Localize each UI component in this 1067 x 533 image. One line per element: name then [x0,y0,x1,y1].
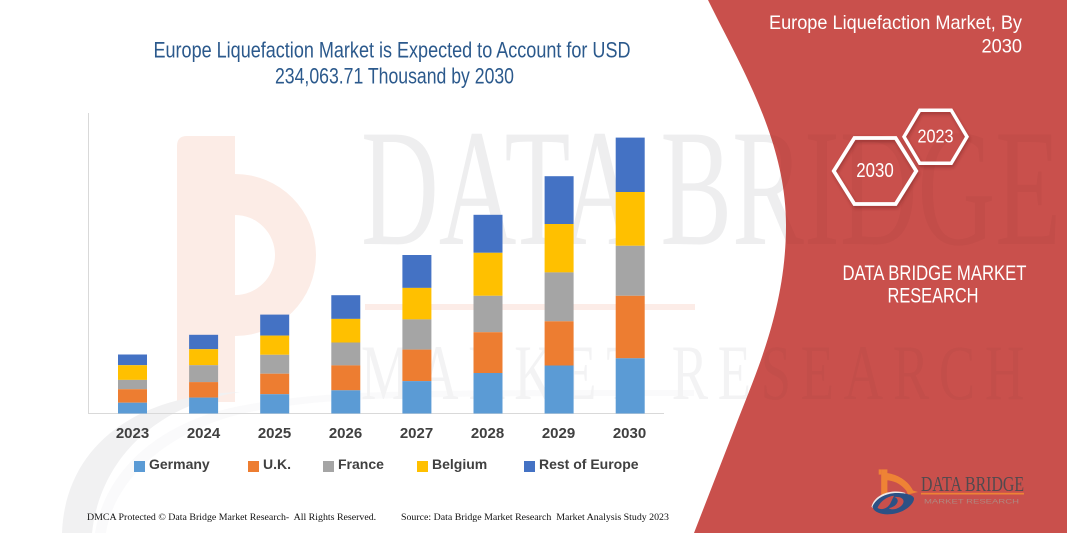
svg-text:2030: 2030 [982,35,1023,57]
svg-text:234,063.71 Thousand by 2030: 234,063.71 Thousand by 2030 [275,63,514,88]
svg-text:MARKET RESEARCH: MARKET RESEARCH [924,499,1019,506]
svg-text:DATA BRIDGE MARKET: DATA BRIDGE MARKET [843,262,1027,285]
svg-text:2030: 2030 [856,160,894,182]
svg-text:RESEARCH: RESEARCH [888,285,979,308]
svg-text:Europe Liquefaction Market is: Europe Liquefaction Market is Expected t… [154,37,631,62]
svg-text:DATA BRIDGE: DATA BRIDGE [921,472,1024,496]
svg-text:2023: 2023 [918,126,954,146]
svg-text:Europe Liquefaction Market, By: Europe Liquefaction Market, By [769,12,1022,34]
